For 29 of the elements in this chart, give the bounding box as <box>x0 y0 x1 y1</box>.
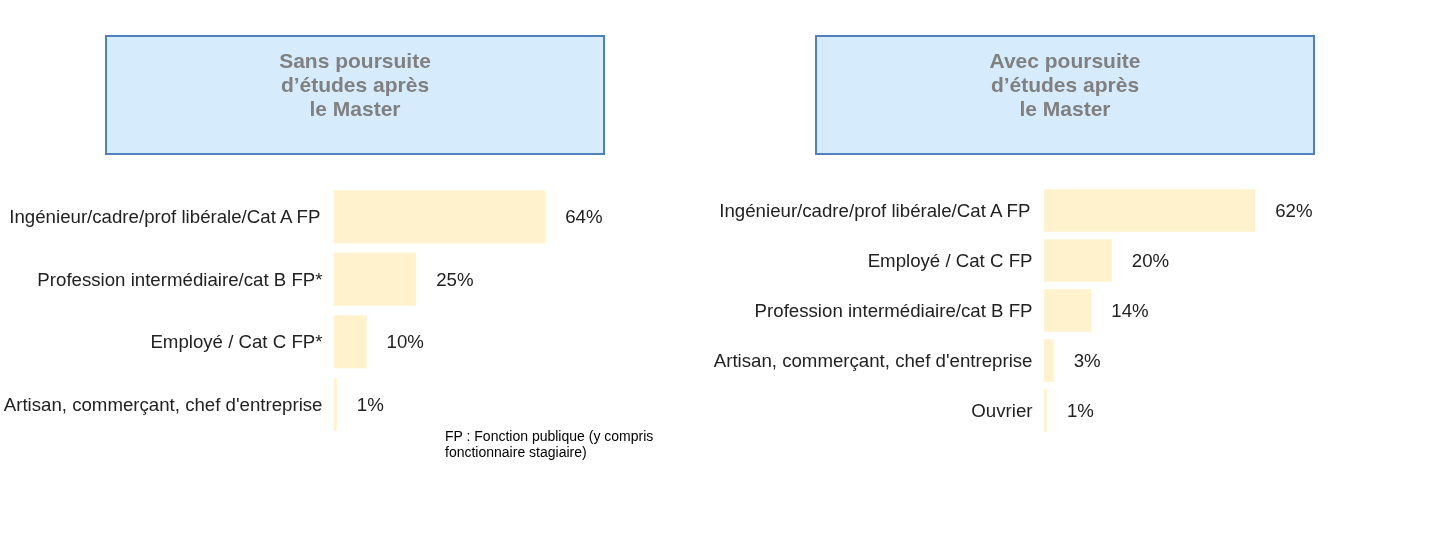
data-label: 64% <box>565 206 603 228</box>
y-tick-label: Artisan, commerçant, chef d'entreprise <box>713 350 1033 371</box>
data-label: 3% <box>1073 350 1101 371</box>
bar <box>333 190 546 244</box>
bar <box>1043 289 1092 332</box>
y-tick-label: Employé / Cat C FP <box>867 250 1033 271</box>
data-label: 1% <box>356 393 384 415</box>
y-tick-label: Ingénieur/cadre/prof libérale/Cat A FP <box>9 206 321 228</box>
bar <box>333 377 337 431</box>
y-tick-label: Ouvrier <box>971 400 1033 421</box>
y-tick-label: Ingénieur/cadre/prof libérale/Cat A FP <box>719 200 1031 221</box>
data-label: 25% <box>436 268 474 290</box>
chart-title: Avec poursuite d’études après le Master <box>815 35 1315 155</box>
bar <box>1043 189 1256 232</box>
annotation: FP : Fonction publique (y compris fonctionnaire stagiaire) <box>445 428 655 460</box>
chart-title: Sans poursuite d’études après le Master <box>105 35 605 155</box>
data-label: 10% <box>386 331 424 353</box>
data-label: 20% <box>1131 250 1170 271</box>
bar <box>1043 339 1054 382</box>
bar <box>333 252 417 306</box>
y-tick-label: Artisan, commerçant, chef d'entreprise <box>3 393 323 415</box>
data-label: 14% <box>1111 300 1149 321</box>
y-tick-label: Employé / Cat C FP* <box>150 331 323 353</box>
data-label: 1% <box>1066 400 1094 421</box>
bar <box>1043 239 1112 282</box>
bar <box>333 315 367 369</box>
y-tick-label: Profession intermédiaire/cat B FP* <box>37 268 323 290</box>
y-tick-label: Profession intermédiaire/cat B FP <box>754 300 1033 321</box>
data-label: 62% <box>1275 200 1313 221</box>
